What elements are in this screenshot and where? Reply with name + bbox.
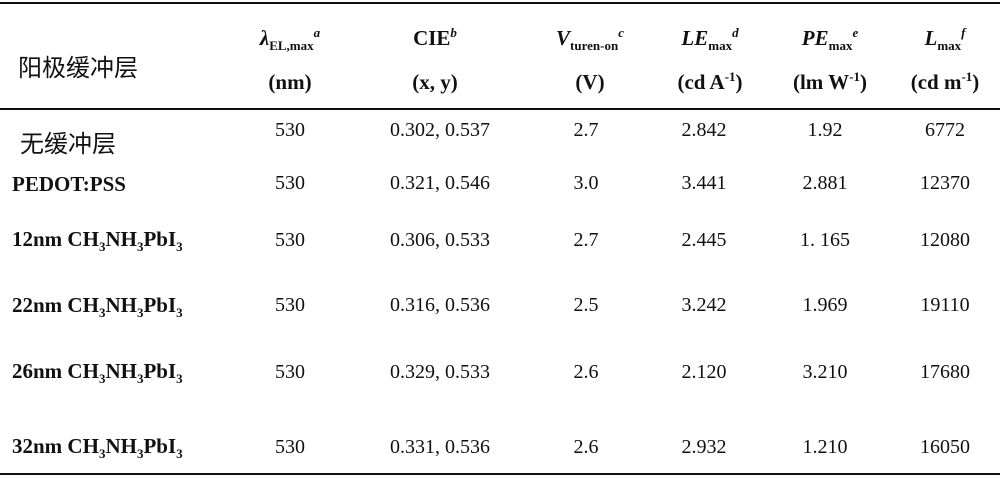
table-cell: 2.445 [634,229,774,252]
table-cell: 2.842 [634,119,774,142]
table-cell: 530 [220,229,360,252]
row-label-no-buffer: 无缓冲层 [20,124,116,159]
col-header-lambda: λEL,maxa (nm) [215,0,365,108]
col-header-v-turn-on: Vturen-onc (V) [515,0,665,108]
row-label-32nm: 32nm CH3NH3PbI3 [12,434,183,459]
table-cell: 530 [220,361,360,384]
row-label-pedot-pss: PEDOT:PSS [12,172,126,197]
col-header-l-max: Lmaxf (cd m-1) [890,0,1000,108]
table-cell: 2.932 [634,436,774,459]
table-cell: 17680 [875,361,1000,384]
table-cell: 0.316, 0.536 [370,294,510,317]
row-label-12nm: 12nm CH3NH3PbI3 [12,227,183,252]
table-cell: 0.306, 0.533 [370,229,510,252]
table-cell: 1.92 [755,119,895,142]
table-cell: 0.302, 0.537 [370,119,510,142]
col-header-le-max: LEmaxd (cd A-1) [650,0,770,108]
table-cell: 1.969 [755,294,895,317]
table-header-rule [0,108,1000,110]
table-cell: 0.331, 0.536 [370,436,510,459]
table-cell: 3.242 [634,294,774,317]
table-cell: 12370 [875,172,1000,195]
col-header-pe-max: PEmaxe (lm W-1) [770,0,890,108]
row-label-22nm: 22nm CH3NH3PbI3 [12,293,183,318]
table-cell: 12080 [875,229,1000,252]
table-cell: 530 [220,294,360,317]
row-label-26nm: 26nm CH3NH3PbI3 [12,359,183,384]
table-cell: 19110 [875,294,1000,317]
table-cell: 1. 165 [755,229,895,252]
table-cell: 3.210 [755,361,895,384]
table-cell: 530 [220,119,360,142]
table-cell: 16050 [875,436,1000,459]
table-cell: 2.120 [634,361,774,384]
col-header-cie: CIEb (x, y) [365,0,505,108]
corner-header-anode-buffer-layer: 阳极缓冲层 [18,48,138,83]
table-cell: 3.441 [634,172,774,195]
table-cell: 530 [220,436,360,459]
table-cell: 1.210 [755,436,895,459]
table-cell: 0.329, 0.533 [370,361,510,384]
table-cell: 530 [220,172,360,195]
table-cell: 6772 [875,119,1000,142]
table-cell: 2.881 [755,172,895,195]
table-bottom-rule [0,473,1000,475]
table-cell: 0.321, 0.546 [370,172,510,195]
